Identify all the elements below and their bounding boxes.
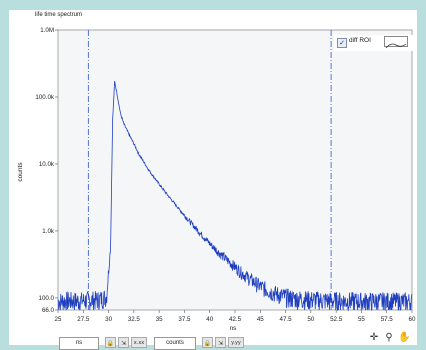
- x-tick-label: 30: [105, 316, 112, 323]
- legend: ✓ diff ROI: [334, 35, 414, 51]
- x-tick-label: 25: [55, 316, 62, 323]
- x-tick-label: 42.5: [229, 316, 242, 323]
- x-autoscale-button[interactable]: ⇲: [118, 337, 129, 348]
- x-tick-label: 37.5: [178, 316, 191, 323]
- y-tick-label: 1.0M: [40, 27, 54, 34]
- y-tick-label: 66.0: [42, 307, 55, 314]
- y-format-button[interactable]: y.yy: [228, 337, 244, 348]
- x-tick-label: 27.5: [77, 316, 90, 323]
- y-tick-label: 10.0k: [39, 161, 55, 168]
- x-format-button[interactable]: x.xx: [131, 337, 147, 348]
- x-lock-icon[interactable]: 🔒: [105, 337, 116, 348]
- x-tick-label: 50: [307, 316, 314, 323]
- x-tick-label: 35: [156, 316, 163, 323]
- x-tick-label: 52.5: [330, 316, 343, 323]
- y-tick-label: 1.0k: [42, 228, 55, 235]
- legend-swatch[interactable]: [384, 36, 408, 49]
- x-tick-label: 32.5: [128, 316, 141, 323]
- y-tick-label: 100.0: [39, 295, 55, 302]
- x-tick-label: 57.5: [381, 316, 394, 323]
- x-unit-field[interactable]: ns: [59, 337, 99, 350]
- pan-tool-icon[interactable]: ✋: [398, 332, 411, 343]
- x-tick-label: 60: [409, 316, 416, 323]
- y-tick-labels: 1.0M 100.0k 10.0k 1.0k 100.0 66.0: [35, 27, 58, 314]
- legend-checkbox[interactable]: ✓: [337, 38, 347, 48]
- roi-markers: [87, 30, 332, 310]
- y-axis-label: counts: [17, 162, 24, 182]
- x-tick-label: 47.5: [280, 316, 293, 323]
- cursor-tool-icon[interactable]: ✛: [369, 332, 379, 343]
- legend-label: diff ROI: [349, 37, 371, 44]
- x-tick-labels: 25 27.5 30 32.5 35 37.5 40 42.5 45 47.5 50 52.5 55 57…: [55, 310, 416, 323]
- x-tick-label: 40: [206, 316, 213, 323]
- y-unit-field[interactable]: counts: [154, 337, 196, 350]
- series-line-diff-roi: [57, 80, 413, 312]
- y-autoscale-button[interactable]: ⇲: [215, 337, 226, 348]
- y-lock-icon[interactable]: 🔒: [202, 337, 213, 348]
- zoom-tool-icon[interactable]: ⚲: [385, 332, 393, 343]
- chart-title: life time spectrum: [35, 12, 83, 18]
- x-axis-label: ns: [230, 325, 238, 332]
- x-tick-label: 55: [358, 316, 365, 323]
- line-swatch-icon: [385, 43, 407, 49]
- y-tick-label: 100.0k: [35, 94, 54, 101]
- x-tick-label: 45: [257, 316, 264, 323]
